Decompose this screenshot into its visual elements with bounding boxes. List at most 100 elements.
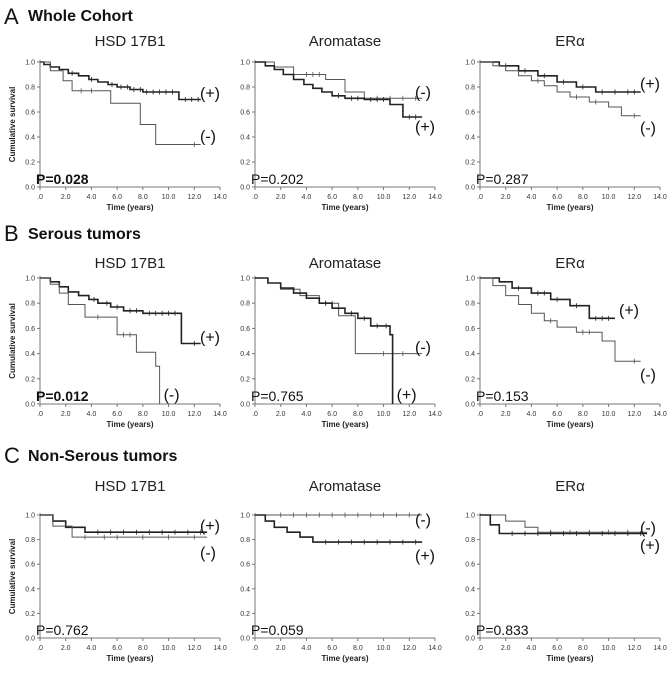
x-tick-label: 6.0 [327,645,337,652]
km-series-negative: (-) [480,277,656,384]
section-letter: C [4,443,20,468]
x-tick-label: 6.0 [112,411,122,418]
y-tick-label: 1.0 [25,60,35,67]
x-tick-label: 8.0 [353,411,363,418]
x-tick-label: 10.0 [377,645,391,652]
section-title: Whole Cohort [28,8,134,25]
y-tick-label: 1.0 [465,60,475,67]
x-tick-label: 14.0 [428,194,442,201]
x-axis-title: Time (years) [547,654,594,663]
x-axis-title: Time (years) [107,420,154,429]
y-tick-label: 1.0 [465,276,475,283]
x-tick-label: 4.0 [527,645,537,652]
y-axis-title: Cumulative survival [8,87,17,163]
y-tick-label: 1.0 [240,513,250,520]
x-axis-title: Time (years) [322,203,369,212]
x-tick-label: 8.0 [578,194,588,201]
survival-curve [40,61,201,145]
km-panel-9: ERα 0.0 0.2 0.4 0.6 0.8 1.0 .0 2.0 4.0 6.0 8.0 10.0 1… [465,478,667,663]
y-tick-label: 0.6 [25,110,35,117]
x-tick-label: 2.0 [501,194,511,201]
p-value: P=0.153 [476,388,529,404]
p-value: P=0.287 [476,171,529,187]
y-tick-label: 0.8 [240,537,250,544]
y-tick-label: 1.0 [25,276,35,283]
y-tick-label: 0.8 [465,301,475,308]
y-tick-label: 0.4 [240,586,250,593]
x-tick-label: 2.0 [501,645,511,652]
x-tick-label: 8.0 [138,411,148,418]
km-series-negative: (-) [480,61,656,137]
x-tick-label: 12.0 [402,194,416,201]
x-tick-label: 14.0 [428,645,442,652]
x-tick-label: .0 [477,194,483,201]
y-tick-label: 0.6 [25,326,35,333]
p-value: P=0.059 [251,622,304,638]
km-panel-2: Aromatase 0.0 0.2 0.4 0.6 0.8 1.0 .0 2.0 4.0 6.0 8.… [240,33,442,212]
x-tick-label: 6.0 [327,411,337,418]
group-label: (-) [640,367,656,384]
survival-curve [480,514,648,533]
survival-curve [255,61,423,118]
p-value: P=0.012 [36,388,89,404]
y-tick-label: 0.8 [465,85,475,92]
group-label: (-) [415,84,431,101]
p-value: P=0.833 [476,622,529,638]
y-tick-label: 0.6 [465,562,475,569]
x-tick-label: 12.0 [187,645,201,652]
panel-title: HSD 17B1 [95,33,166,50]
x-tick-label: 8.0 [138,645,148,652]
group-label: (+) [415,548,435,565]
km-panel-6: ERα 0.0 0.2 0.4 0.6 0.8 1.0 .0 2.0 4.0 6.0 8.0 10.0 1… [465,255,667,429]
y-tick-label: 0.4 [240,135,250,142]
x-tick-label: 12.0 [187,411,201,418]
y-tick-label: 0.2 [25,376,35,383]
x-tick-label: 4.0 [302,645,312,652]
survival-curve [40,277,161,404]
x-tick-label: 4.0 [527,194,537,201]
km-panel-1: HSD 17B1 0.0 0.2 0.4 0.6 0.8 1.0 .0 2.0 4.0 6.0 8.0… [8,33,227,212]
survival-curve [480,61,641,117]
x-tick-label: 10.0 [377,194,391,201]
x-tick-label: 2.0 [61,411,71,418]
km-series-negative: (-) [40,61,216,147]
group-label: (+) [200,330,220,347]
survival-curve [40,61,201,101]
y-tick-label: 0.4 [25,586,35,593]
y-tick-label: 0.6 [465,110,475,117]
km-series-positive: (+) [40,61,220,103]
x-tick-label: 2.0 [276,194,286,201]
x-tick-label: 4.0 [302,194,312,201]
x-tick-label: .0 [37,194,43,201]
p-value: P=0.028 [36,171,89,187]
x-tick-label: 2.0 [501,411,511,418]
section-letter: A [4,4,19,29]
x-tick-label: 2.0 [61,645,71,652]
group-label: (-) [415,512,431,529]
survival-curve [255,514,423,543]
p-value: P=0.762 [36,622,89,638]
x-tick-label: 12.0 [402,645,416,652]
y-tick-label: 0.6 [25,562,35,569]
x-axis-title: Time (years) [547,420,594,429]
p-value: P=0.202 [251,171,304,187]
x-tick-label: 8.0 [353,194,363,201]
x-tick-label: 4.0 [87,194,97,201]
x-axis-title: Time (years) [107,203,154,212]
x-tick-label: 6.0 [112,645,122,652]
km-panel-4: HSD 17B1 0.0 0.2 0.4 0.6 0.8 1.0 .0 2.0 4.0 6.0 8.0… [8,255,227,429]
x-tick-label: 2.0 [61,194,71,201]
y-tick-label: 0.4 [240,351,250,358]
km-series-negative: (-) [255,512,431,529]
y-tick-label: 0.0 [240,402,250,409]
x-tick-label: 2.0 [276,645,286,652]
x-tick-label: 12.0 [627,411,641,418]
km-series-positive: (+) [40,514,220,535]
y-tick-label: 0.8 [25,85,35,92]
y-tick-label: 0.0 [465,402,475,409]
x-tick-label: 10.0 [602,411,616,418]
x-tick-label: 6.0 [552,194,562,201]
group-label: (-) [640,120,656,137]
group-label: (-) [164,387,180,404]
x-tick-label: 6.0 [112,194,122,201]
